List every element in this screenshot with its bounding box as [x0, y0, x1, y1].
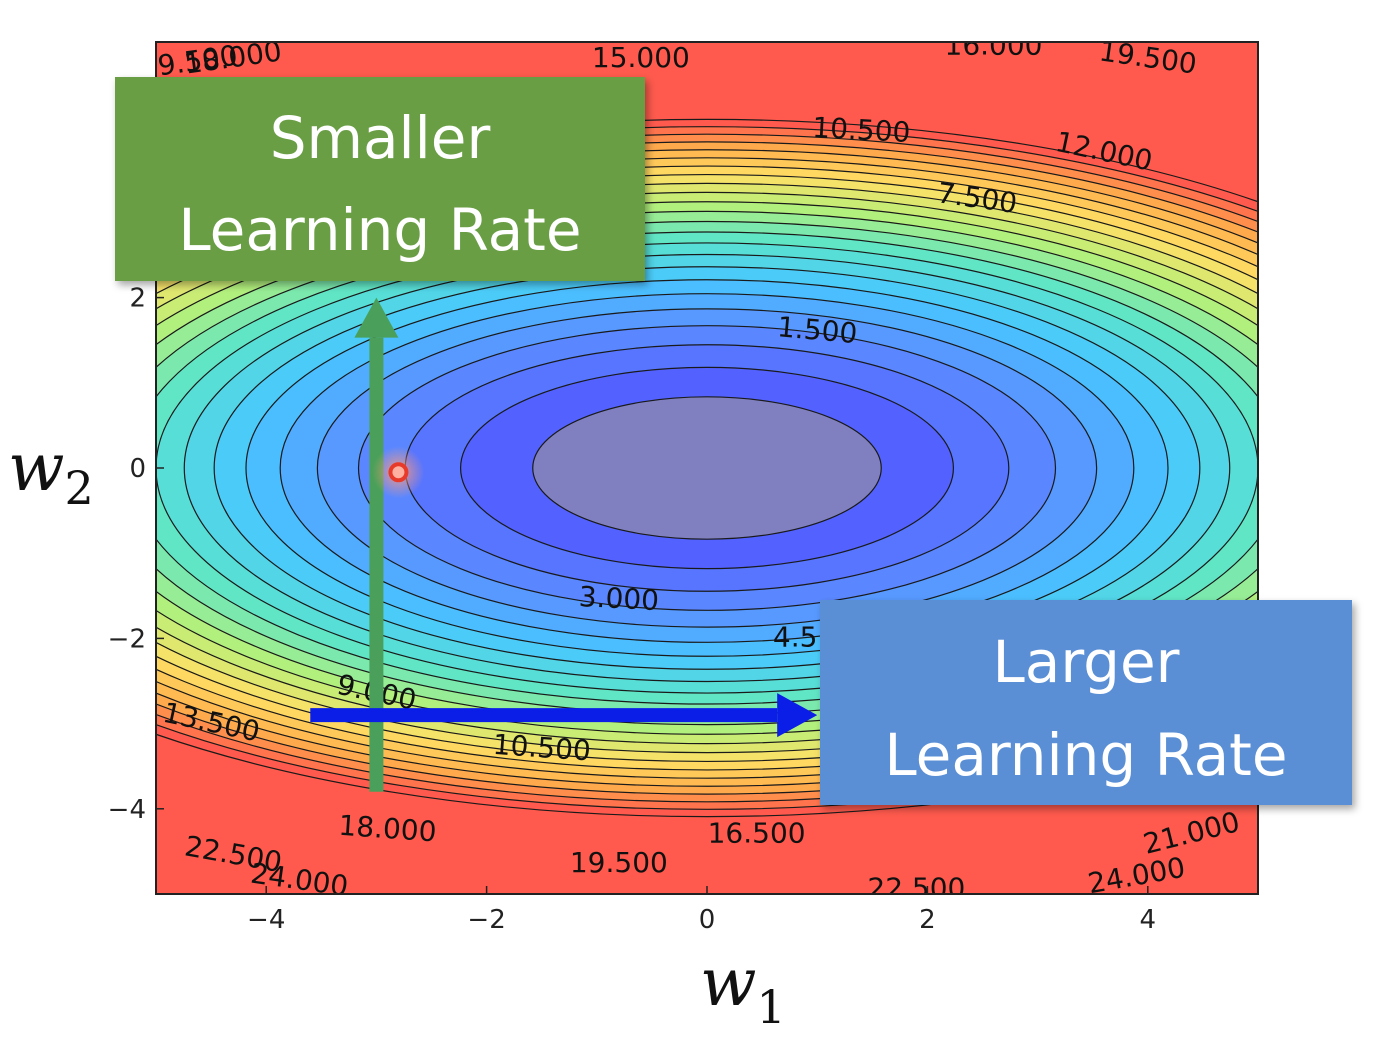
contour-line-13-5: [183, 253, 1231, 683]
contour-line-19-5: [156, 210, 1258, 726]
contour-line-25-5: [156, 174, 1258, 762]
y-tick-label: 0: [129, 454, 146, 484]
x-tick-label: 0: [699, 905, 716, 935]
larger-lr-arrow-head: [777, 693, 818, 738]
contour-label: 10.500: [492, 728, 592, 768]
larger-callout-box: [820, 600, 1352, 805]
contour-line-30: [156, 149, 1258, 787]
y-axis-label: w2: [8, 429, 94, 515]
contour-line-28-5: [156, 157, 1258, 779]
x-tick-label: 2: [919, 905, 936, 935]
x-axis-label-subscript: 1: [757, 980, 786, 1034]
learning-rate-arrows: [310, 297, 818, 792]
contour-label: 3.000: [578, 580, 660, 617]
contour-line-16-5: [156, 231, 1258, 705]
contour-line-10-5: [245, 279, 1169, 657]
contour-line-27: [156, 165, 1258, 771]
contour-label: 10.500: [812, 111, 912, 149]
contour-line-36: [156, 118, 1258, 818]
contour-line-6: [357, 325, 1057, 611]
y-tick-label: 2: [129, 284, 146, 314]
smaller-callout-box: [115, 77, 645, 281]
contour-line-1-5: [532, 396, 882, 540]
larger-callout-subtitle: Learning Rate: [884, 721, 1287, 789]
contour-line-34-5: [156, 126, 1258, 810]
contour-label: 15.000: [592, 41, 690, 74]
smaller-callout-title: Smaller: [270, 104, 491, 172]
contour-line-12: [213, 266, 1201, 670]
contour-line-9: [279, 293, 1135, 643]
contour-label: 18.000: [338, 809, 438, 849]
start-point-marker: [388, 462, 409, 483]
smaller-learning-rate-callout: [115, 77, 645, 281]
larger-lr-arrow: [310, 693, 818, 738]
x-tick-label: −4: [247, 905, 285, 935]
larger-callout-title: Larger: [992, 628, 1179, 696]
smaller-lr-arrow-head: [354, 297, 399, 338]
smaller-callout-subtitle: Learning Rate: [178, 196, 581, 264]
start-point: [372, 446, 425, 499]
contour-band-1-5: [532, 396, 882, 540]
contour-labels: 1.5003.0004.57.5009.00010.50010.50012.00…: [156, 28, 1243, 905]
contour-line-24: [156, 182, 1258, 754]
contour-label: 19.500: [570, 846, 668, 879]
y-axis-label-subscript: 2: [65, 461, 94, 515]
contour-line-21: [156, 201, 1258, 735]
contour-line-33: [156, 133, 1258, 803]
y-tick-label: −2: [108, 624, 146, 654]
y-tick-label: −4: [108, 795, 146, 825]
x-axis-label: w1: [700, 944, 786, 1034]
contour-line-22-5: [156, 191, 1258, 745]
contour-line-15: [156, 242, 1258, 694]
contour-line-3: [459, 366, 955, 570]
contour-label: 4.5: [773, 620, 818, 653]
axis-ticks: −4 −2 0 2 4 −4 −2 0 2: [108, 284, 1156, 935]
larger-learning-rate-callout: [820, 600, 1352, 805]
contour-line-31-5: [156, 141, 1258, 795]
contour-line-7-5: [316, 308, 1098, 628]
contour-label: 22.500: [867, 872, 965, 905]
x-tick-label: 4: [1140, 905, 1157, 935]
contour-label: 16.000: [945, 28, 1043, 61]
x-tick-label: −2: [467, 905, 505, 935]
contour-label: 16.500: [708, 816, 806, 849]
contour-label: 1.500: [776, 310, 859, 350]
contour-lines: [156, 118, 1258, 818]
